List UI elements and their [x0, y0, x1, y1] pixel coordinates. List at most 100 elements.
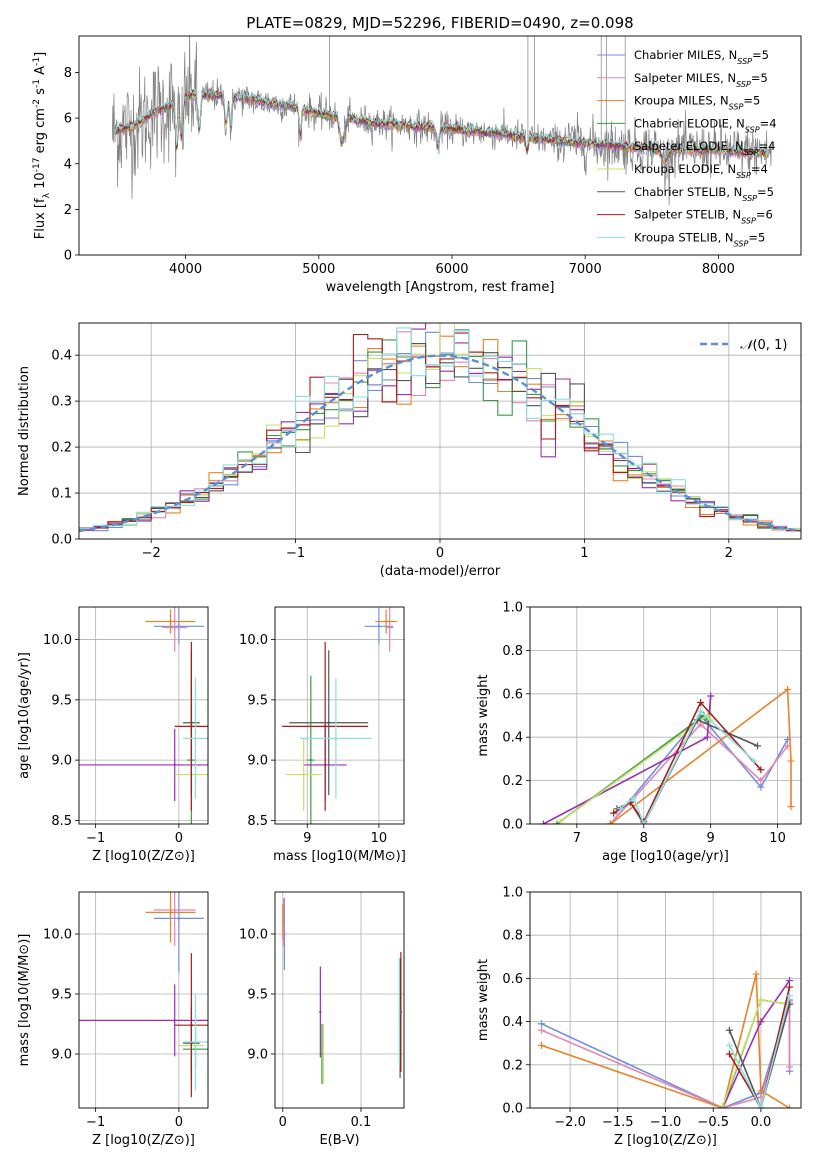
weight-marker — [784, 685, 792, 693]
weight-marker — [537, 1026, 545, 1034]
y-tick-label: 9.5 — [51, 693, 72, 708]
axes-weight_vs_age: 7 8 9 10 0.0 0.2 0.4 0.6 0.8 1.0 age [log10(age/yr… — [476, 601, 802, 864]
weight-line — [609, 687, 792, 824]
axes-frame — [78, 606, 209, 825]
data-point — [319, 1010, 322, 1014]
weight-marker — [787, 757, 795, 765]
axes-frame — [529, 891, 802, 1109]
residual-histogram — [79, 323, 801, 529]
weight-marker — [725, 1041, 733, 1049]
data-point — [173, 1019, 176, 1022]
y-tick-label: 10.0 — [43, 633, 72, 648]
data-point — [323, 725, 327, 728]
data-point — [173, 626, 176, 629]
x-tick-label: 7 — [573, 831, 581, 846]
weight-marker — [786, 983, 794, 991]
weight-marker — [757, 777, 765, 785]
legend-label: Chabrier MILES, NSSP=5 — [634, 48, 769, 66]
y-tick-label: 0.2 — [502, 774, 523, 789]
plot-area — [282, 607, 397, 824]
axes-frame — [274, 891, 405, 1109]
x-tick-label: 10 — [371, 831, 388, 846]
y-tick-label: 9.0 — [247, 1048, 268, 1063]
y-tick-label: 0.6 — [502, 687, 523, 702]
x-tick-label: −1 — [86, 831, 105, 846]
axes-weight_vs_Z: −2.0 −1.5 −1.0 −0.5 0.0 0.0 0.2 0.4 0.6 0.8 1.0 Z [… — [476, 886, 802, 1148]
x-tick-label: −2.0 — [554, 1115, 586, 1130]
x-tick-label: 5000 — [302, 262, 335, 277]
data-point — [398, 1010, 401, 1014]
weight-marker — [757, 783, 765, 791]
data-point — [190, 725, 193, 728]
data-point — [388, 626, 391, 629]
x-tick-label: −0.5 — [697, 1115, 729, 1130]
x-axis-label: Z [log10(Z/Z⊙)] — [92, 849, 195, 864]
x-tick-label: 9 — [303, 831, 311, 846]
weight-marker — [697, 698, 705, 706]
gaussian-reference-curve — [79, 354, 801, 533]
gridlines — [79, 892, 208, 1108]
weight-line — [619, 709, 755, 824]
y-tick-label: 9.0 — [51, 1048, 72, 1063]
data-point — [190, 1023, 193, 1027]
legend-label: Chabrier STELIB, NSSP=5 — [634, 185, 774, 203]
weight-line — [728, 1004, 791, 1108]
weight-marker — [757, 1087, 765, 1095]
y-tick-label: 10.0 — [239, 928, 268, 943]
x-axis-label: mass [log10(M/M⊙)] — [273, 849, 406, 864]
weight-marker — [752, 970, 760, 978]
y-tick-label: 8.5 — [247, 814, 268, 829]
data-point — [384, 620, 388, 623]
x-tick-label: 7000 — [569, 262, 602, 277]
y-tick-label: 8 — [64, 66, 72, 81]
data-point — [169, 620, 172, 623]
x-tick-label: 0.1 — [351, 1115, 372, 1130]
axes-spectrum: 4000 5000 6000 7000 8000 0 2 4 6 8 wavelength [Ang… — [32, 35, 802, 295]
y-tick-label: 1.0 — [502, 886, 523, 901]
y-tick-label: 0.0 — [502, 1102, 523, 1117]
gridlines — [275, 607, 404, 824]
x-tick-label: 10 — [769, 831, 786, 846]
data-point — [194, 1040, 197, 1044]
plot-area — [79, 607, 208, 824]
x-tick-label: 4000 — [169, 262, 202, 277]
axes-frame — [274, 606, 405, 825]
legend: 𝒩(0, 1) — [700, 338, 787, 353]
x-axis-label: (data-model)/error — [380, 564, 501, 579]
axes-age_vs_Z: −1 0 8.5 9.0 9.5 10.0 Z [log10(Z/Z⊙)] age [log1… — [17, 606, 209, 864]
y-axis-label: Flux [fλ 10-17 erg cm-2 s-1 A-1] — [32, 52, 52, 239]
y-tick-label: 9.5 — [51, 988, 72, 1003]
weight-marker — [537, 1020, 545, 1028]
weight-marker — [786, 977, 794, 985]
plot-area — [111, 36, 772, 206]
data-point — [302, 773, 305, 776]
x-tick-label: 0.0 — [751, 1115, 772, 1130]
axes-frame — [78, 35, 802, 256]
model-spectrum — [114, 88, 770, 163]
y-axis-label: mass weight — [476, 959, 491, 1041]
weight-marker — [610, 809, 618, 817]
y-axis-label: mass weight — [476, 674, 491, 756]
y-tick-label: 0.3 — [51, 395, 72, 410]
weight-marker — [786, 992, 794, 1000]
data-point — [173, 763, 176, 767]
x-tick-label: 0 — [175, 831, 183, 846]
y-tick-label: 9.5 — [247, 693, 268, 708]
gridlines — [530, 606, 801, 825]
x-tick-label: −2 — [142, 546, 161, 561]
y-tick-label: 0.4 — [51, 349, 72, 364]
y-axis-label: age [log10(age/yr)] — [17, 652, 32, 779]
y-tick-label: 0.8 — [502, 929, 523, 944]
y-tick-label: 8.5 — [51, 814, 72, 829]
data-point — [169, 911, 172, 914]
weight-marker — [725, 1050, 733, 1058]
weight-marker — [539, 820, 547, 824]
x-axis-label: E(B-V) — [319, 1133, 359, 1148]
legend: Chabrier MILES, NSSP=5 Salpeter MILES, NS… — [597, 48, 777, 248]
weight-marker — [703, 733, 711, 741]
weight-marker — [757, 1018, 765, 1026]
weight-marker — [719, 1102, 727, 1108]
x-tick-label: 8000 — [702, 262, 735, 277]
y-tick-label: 0.2 — [51, 441, 72, 456]
residual-histogram — [79, 327, 801, 531]
